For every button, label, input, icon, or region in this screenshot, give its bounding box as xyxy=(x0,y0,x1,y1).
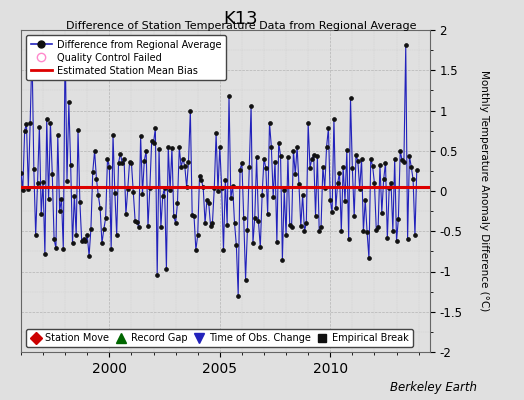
Text: Difference of Station Temperature Data from Regional Average: Difference of Station Temperature Data f… xyxy=(66,21,416,31)
Legend: Station Move, Record Gap, Time of Obs. Change, Empirical Break: Station Move, Record Gap, Time of Obs. C… xyxy=(26,329,412,347)
Text: Berkeley Earth: Berkeley Earth xyxy=(390,381,477,394)
Y-axis label: Monthly Temperature Anomaly Difference (°C): Monthly Temperature Anomaly Difference (… xyxy=(479,70,489,312)
Text: K13: K13 xyxy=(224,10,258,28)
